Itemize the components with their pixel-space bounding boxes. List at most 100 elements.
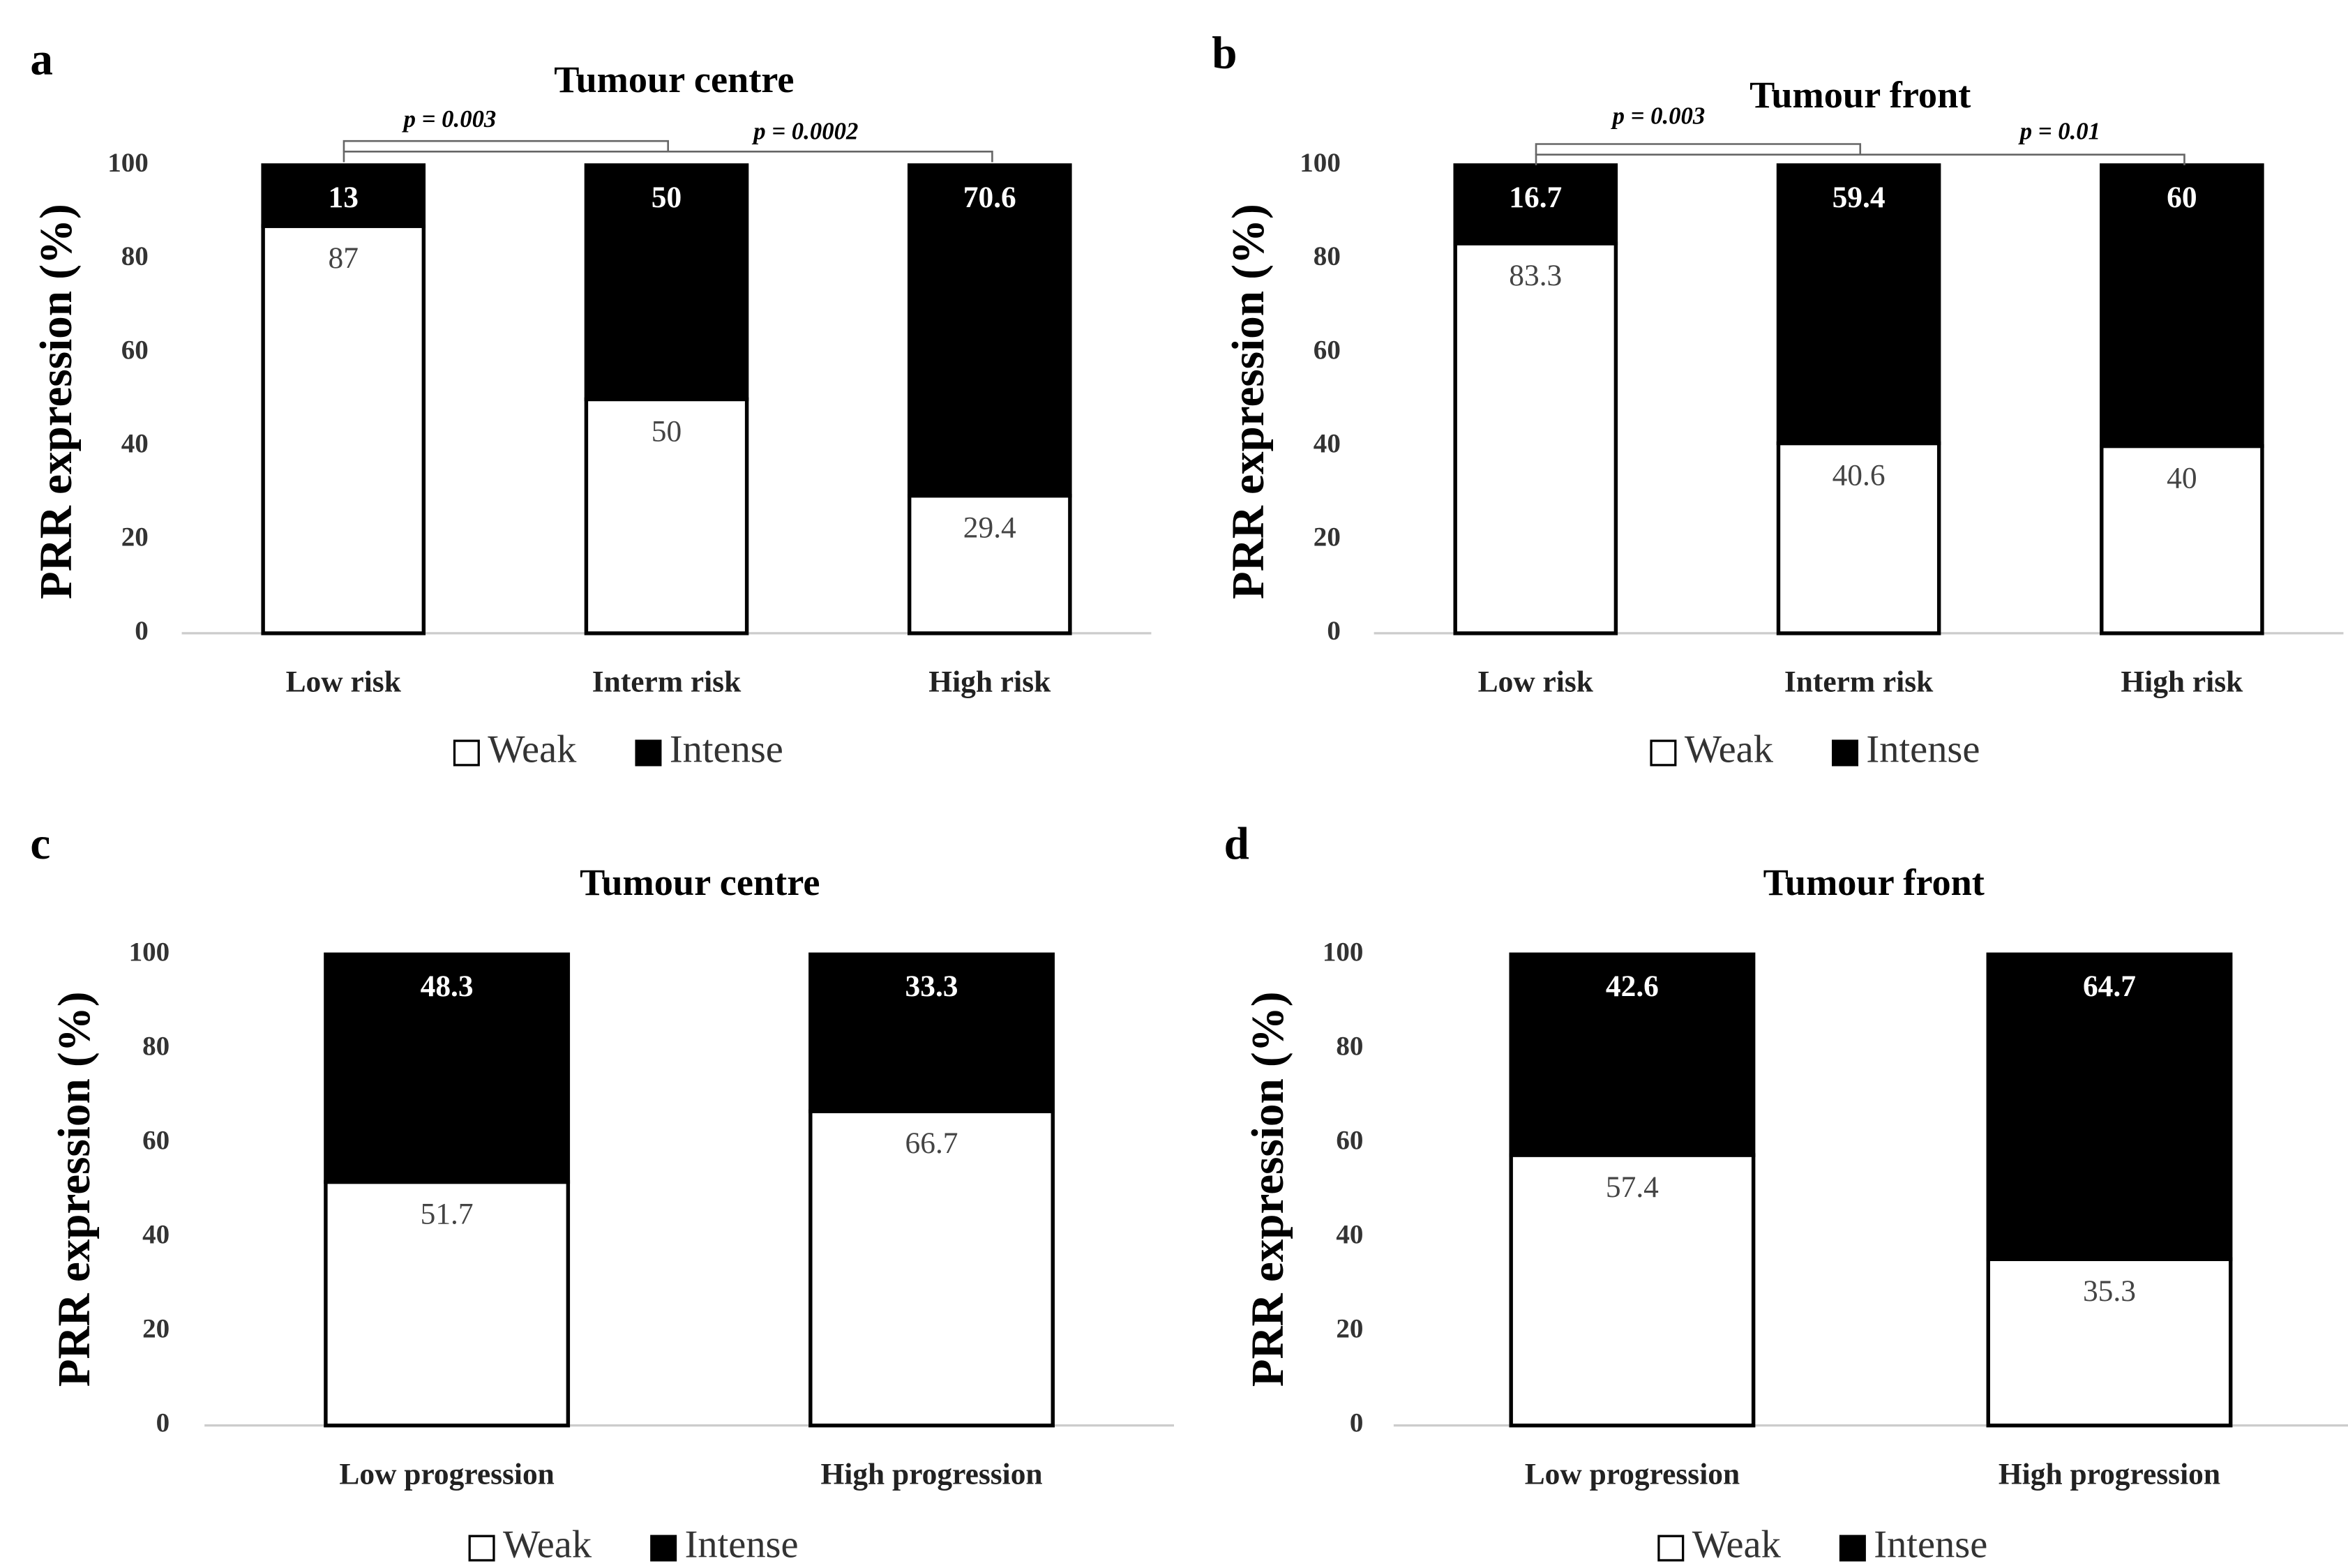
annotation: p = 0.01 [2018, 117, 2100, 144]
data-label: 50 [652, 414, 682, 448]
bar-segment [1986, 952, 2233, 1261]
legend-label: Weak [1692, 1523, 1782, 1567]
legend-label: Intense [1866, 728, 1980, 771]
x-tick-label: High progression [820, 1457, 1042, 1491]
y-tick-label: 20 [142, 1314, 170, 1344]
chart-title: Tumour centre [580, 861, 820, 903]
x-tick-label: Interm risk [1784, 665, 1934, 699]
y-tick-label: 60 [121, 335, 149, 365]
data-label: 35.3 [2083, 1274, 2136, 1308]
data-label: 48.3 [421, 970, 474, 1003]
data-label: 83.3 [1509, 259, 1562, 292]
significance-bracket [343, 140, 669, 152]
bar-segment [584, 397, 749, 635]
y-tick-label: 60 [1314, 335, 1341, 365]
data-label: 60 [2167, 181, 2197, 214]
data-label: 16.7 [1509, 181, 1562, 214]
y-tick-label: 40 [142, 1219, 170, 1249]
data-label: 51.7 [421, 1197, 474, 1230]
data-label: 13 [329, 181, 359, 214]
y-tick-label: 20 [1336, 1314, 1363, 1344]
legend-label: Weak [503, 1523, 592, 1567]
panel-label: b [1212, 29, 1237, 79]
data-label: 50 [652, 181, 682, 214]
x-tick-label: Low progression [1525, 1457, 1740, 1491]
y-axis-label: PRR expression (%) [1243, 992, 1293, 1387]
y-tick-label: 20 [1314, 522, 1341, 552]
bar-segment [1453, 241, 1618, 635]
legend-swatch [1839, 1535, 1866, 1562]
y-tick-label: 100 [107, 148, 149, 178]
x-tick-label: High risk [2121, 665, 2243, 699]
x-tick-label: Interm risk [592, 665, 742, 699]
y-axis-label: PRR expression (%) [1224, 204, 1274, 599]
annotation: p = 0.0002 [751, 117, 858, 144]
bar-segment [907, 493, 1072, 635]
legend-swatch [1832, 739, 1859, 767]
y-tick-label: 100 [1323, 937, 1364, 967]
y-axis-label: PRR expression (%) [31, 204, 82, 599]
legend-label: Weak [1685, 728, 1774, 771]
data-label: 66.7 [905, 1126, 958, 1160]
bar-segment [1776, 163, 1941, 446]
y-tick-label: 80 [1314, 241, 1341, 271]
bar-segment [808, 1109, 1055, 1428]
x-tick-label: High progression [1999, 1457, 2220, 1491]
legend-swatch [468, 1535, 495, 1562]
panel-label: d [1224, 819, 1249, 869]
bar-segment [1509, 952, 1756, 1157]
y-tick-label: 60 [1336, 1125, 1363, 1155]
y-tick-label: 40 [1314, 428, 1341, 458]
bar-segment [2100, 444, 2264, 635]
legend-swatch [650, 1535, 677, 1562]
annotation: p = 0.003 [402, 105, 497, 133]
y-tick-label: 80 [121, 241, 149, 271]
y-tick-label: 100 [129, 937, 170, 967]
chart-title: Tumour centre [554, 59, 794, 100]
y-tick-label: 0 [1327, 616, 1341, 646]
bar-segment [2100, 163, 2264, 448]
y-tick-label: 40 [1336, 1219, 1363, 1249]
data-label: 64.7 [2083, 970, 2136, 1003]
data-label: 29.4 [963, 511, 1016, 545]
panel-label: a [30, 34, 53, 84]
x-tick-label: Low risk [1478, 665, 1594, 699]
y-tick-label: 60 [142, 1125, 170, 1155]
data-label: 70.6 [963, 181, 1016, 214]
x-tick-label: High risk [928, 665, 1051, 699]
bar-segment [1509, 1153, 1756, 1428]
legend-swatch [1657, 1535, 1685, 1562]
legend-swatch [635, 739, 662, 767]
bar-segment [907, 163, 1072, 498]
x-tick-label: Low risk [286, 665, 402, 699]
data-label: 42.6 [1606, 970, 1659, 1003]
data-label: 40 [2167, 461, 2197, 495]
y-tick-label: 40 [121, 428, 149, 458]
bar-segment [808, 952, 1055, 1113]
significance-bracket [1535, 143, 1862, 155]
chart-title: Tumour front [1763, 861, 1985, 903]
legend-label: Weak [488, 728, 577, 771]
legend-label: Intense [1874, 1523, 1987, 1567]
data-label: 87 [329, 241, 359, 275]
y-tick-label: 0 [1350, 1408, 1364, 1438]
annotation: p = 0.003 [1611, 103, 1706, 130]
significance-bracket [1535, 153, 2185, 165]
bar-segment [261, 224, 426, 635]
y-axis-label: PRR expression (%) [50, 992, 100, 1387]
bar-segment [324, 952, 571, 1184]
bar-segment [261, 163, 426, 228]
y-tick-label: 100 [1300, 148, 1341, 178]
y-tick-label: 0 [135, 616, 149, 646]
legend-swatch [453, 739, 480, 767]
legend-label: Intense [685, 1523, 799, 1567]
bar-segment [1776, 441, 1941, 635]
y-tick-label: 20 [121, 522, 149, 552]
legend-label: Intense [670, 728, 783, 771]
significance-bracket [343, 151, 993, 163]
legend-swatch [1650, 739, 1677, 767]
chart-title: Tumour front [1749, 74, 1971, 116]
data-label: 33.3 [905, 970, 958, 1003]
